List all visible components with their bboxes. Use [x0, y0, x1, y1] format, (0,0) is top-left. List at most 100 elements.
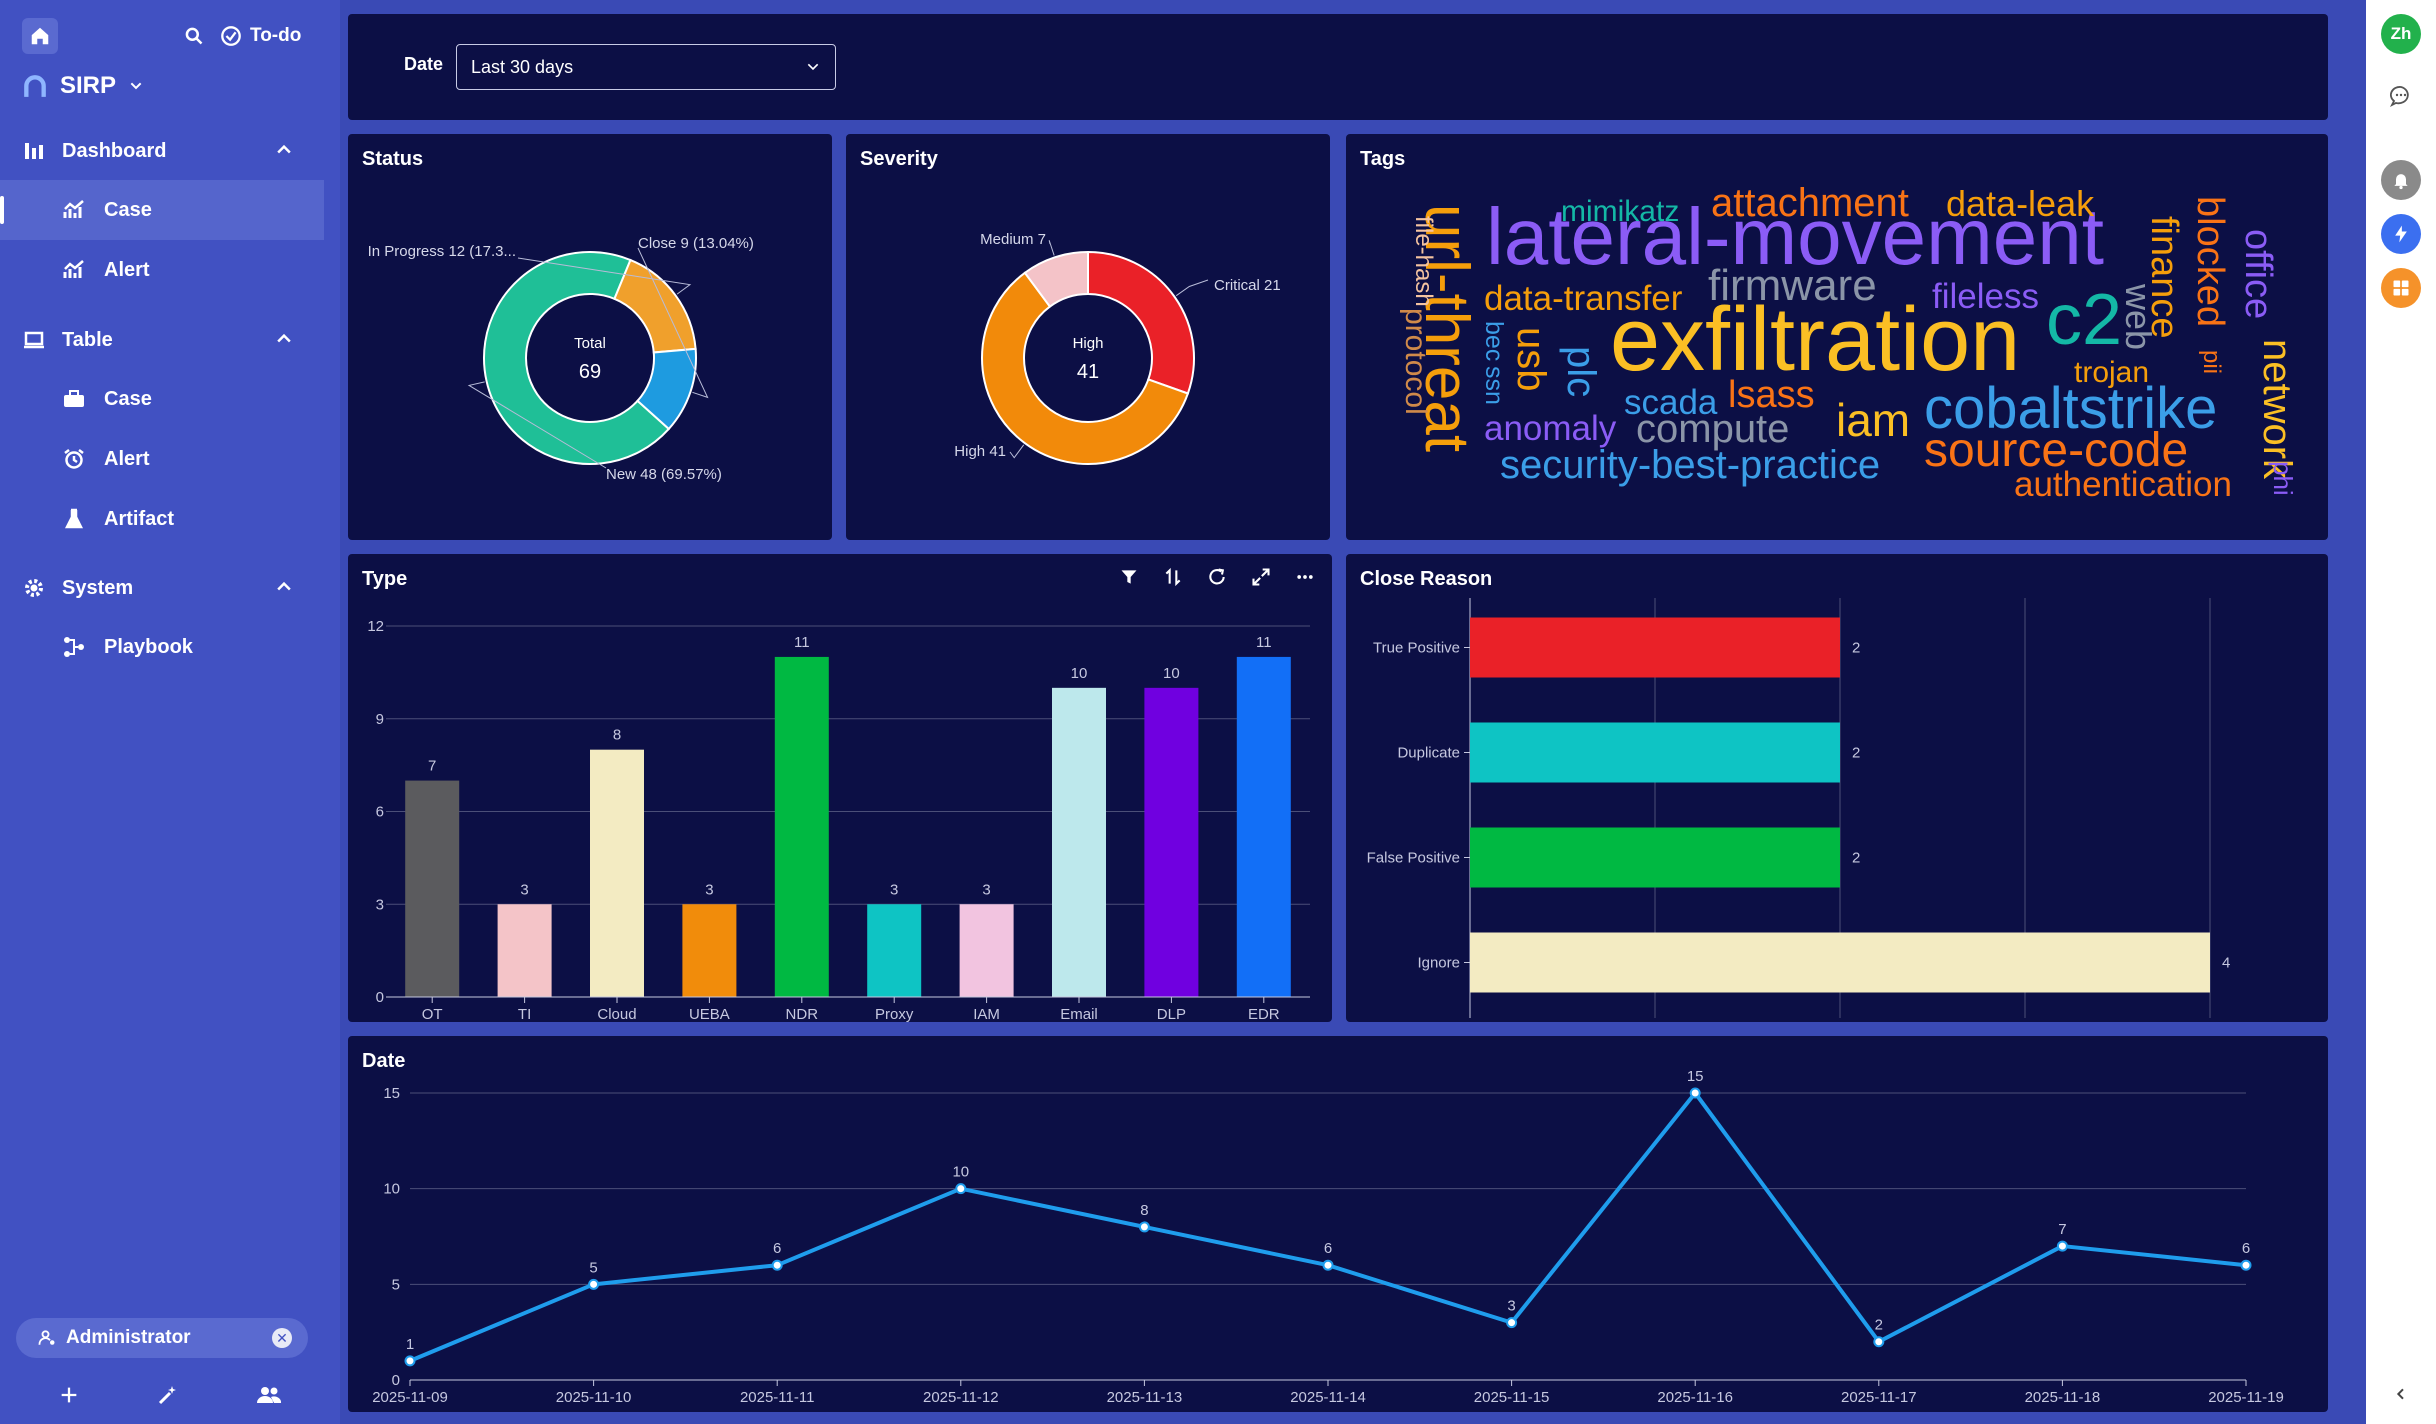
nav-item-table-alert[interactable]: Alert [0, 429, 324, 489]
y-tick-label: Ignore [1417, 955, 1460, 972]
bar-true-positive [1470, 617, 1840, 678]
chat-button[interactable] [2381, 76, 2421, 116]
tag-word: lateral-movement [1486, 192, 2104, 281]
slice-label: Critical 21 [1214, 277, 1281, 294]
bar-value-label: 4 [2222, 955, 2230, 972]
tag-word: web [2118, 283, 2159, 350]
nav-head-system[interactable]: System [0, 559, 324, 617]
nav-head-table[interactable]: Table [0, 311, 324, 369]
donut-center-value: 69 [579, 361, 601, 383]
tag-word: iam [1836, 394, 1910, 446]
tag-word: data-transfer [1484, 279, 1683, 318]
nav-item-table-case[interactable]: Case [0, 369, 324, 429]
search-icon [185, 27, 203, 45]
notification-button[interactable] [2381, 160, 2421, 200]
line-point [1873, 1336, 1885, 1348]
nav-item-dashboard-alert[interactable]: Alert [0, 240, 324, 300]
sort-button[interactable] [1160, 564, 1186, 590]
todo-label: To-do [250, 25, 302, 46]
x-tick-label: 2025-11-10 [556, 1389, 632, 1406]
x-tick-label: UEBA [689, 1006, 730, 1022]
bar-ndr [774, 656, 829, 997]
nav-item-label: Artifact [104, 507, 175, 530]
todo-button[interactable]: To-do [220, 22, 301, 50]
chevron-left-icon [2396, 1388, 2404, 1400]
label-leader-line [1048, 240, 1055, 256]
admin-chip[interactable]: Administrator ✕ [16, 1318, 308, 1358]
donut-center-label: Total [574, 335, 606, 352]
gear-icon [25, 579, 43, 597]
tag-word: attachment [1711, 181, 1909, 225]
user-avatar[interactable]: Zh [2381, 14, 2421, 54]
bar-value-label: 3 [982, 881, 990, 898]
bar-value-label: 3 [705, 881, 713, 898]
y-tick-label: 6 [376, 804, 384, 821]
search-button[interactable] [180, 22, 208, 50]
line-point [1689, 1087, 1701, 1099]
apps-button[interactable] [2381, 268, 2421, 308]
panel-title: Tags [1360, 148, 1406, 170]
tag-word: usb [1509, 327, 1553, 392]
donut-slice-medium [1023, 250, 1089, 308]
right-rail: Zh [2366, 0, 2436, 1424]
tags-panel: Tags lateral-movement exfiltration cobalts… [1346, 134, 2328, 540]
nav-item-label: Alert [104, 258, 150, 281]
point-value-label: 8 [1140, 1202, 1148, 1219]
tag-word: protocol [1399, 308, 1432, 415]
chart-line-icon [63, 260, 84, 278]
collapse-rail-button[interactable] [2381, 1374, 2421, 1414]
y-tick-label: 9 [376, 711, 384, 728]
slice-label: New 48 (69.57%) [606, 466, 722, 483]
bar-ueba [682, 904, 737, 997]
flow-icon [64, 637, 84, 657]
filter-button[interactable] [1116, 564, 1142, 590]
bar-value-label: 3 [520, 881, 528, 898]
close-icon[interactable]: ✕ [272, 1328, 292, 1348]
briefcase-icon [64, 390, 84, 407]
bar-ti [497, 904, 552, 997]
chevron-up-icon [277, 144, 291, 154]
user-shield-icon [38, 1330, 55, 1345]
refresh-button[interactable] [1204, 564, 1230, 590]
nav-item-system-playbook[interactable]: Playbook [0, 617, 324, 677]
date-range-select[interactable]: Last 30 days [456, 44, 836, 90]
expand-button[interactable] [1248, 564, 1274, 590]
tag-word: network [2255, 339, 2299, 480]
y-tick-label: 0 [376, 989, 384, 1006]
bar-value-label: 11 [794, 634, 810, 651]
nav-item-dashboard-case[interactable]: Case [0, 180, 324, 240]
brand-switcher[interactable]: SIRP [22, 72, 144, 100]
x-tick-label: 2025-11-15 [1474, 1389, 1550, 1406]
date-trend-panel: Date 0 5 10 15 1 2025-11-09 5 2025-11-10 6 2025-1… [348, 1036, 2328, 1412]
x-tick-label: 2025-11-16 [1657, 1389, 1733, 1406]
status-panel: Status New 48 (69.57%) In Progress 12 (17… [348, 134, 832, 540]
y-tick-label: True Positive [1373, 640, 1460, 657]
x-tick-label: TI [518, 1006, 531, 1022]
plus-icon[interactable] [58, 1384, 80, 1406]
tag-word: compute [1636, 407, 1789, 451]
more-button[interactable] [1292, 564, 1318, 590]
brand-logo-icon [24, 75, 46, 97]
lightning-button[interactable] [2381, 214, 2421, 254]
brand-name: SIRP [60, 72, 117, 99]
donut-slice-new [483, 251, 671, 465]
trend-line [409, 1091, 2247, 1363]
home-button[interactable] [22, 18, 58, 54]
nav-head-dashboard[interactable]: Dashboard [0, 122, 324, 180]
point-value-label: 7 [2058, 1221, 2066, 1238]
x-tick-label: 2025-11-17 [1841, 1389, 1917, 1406]
slice-label: Close 9 (13.04%) [638, 235, 754, 252]
bar-proxy [867, 904, 922, 997]
line-point [1506, 1317, 1518, 1329]
nav-item-table-artifact[interactable]: Artifact [0, 489, 324, 549]
donut-slice-high [981, 271, 1190, 465]
slice-label: In Progress 12 (17.3... [368, 243, 516, 260]
alarm-icon [64, 449, 84, 469]
users-icon[interactable] [256, 1383, 282, 1407]
point-value-label: 6 [2242, 1240, 2250, 1257]
magic-wand-icon[interactable] [156, 1383, 180, 1407]
bar-value-label: 2 [1852, 640, 1860, 657]
bar-false-positive [1470, 827, 1840, 888]
nav-head-label: System [62, 576, 134, 599]
flask-icon [64, 508, 84, 529]
